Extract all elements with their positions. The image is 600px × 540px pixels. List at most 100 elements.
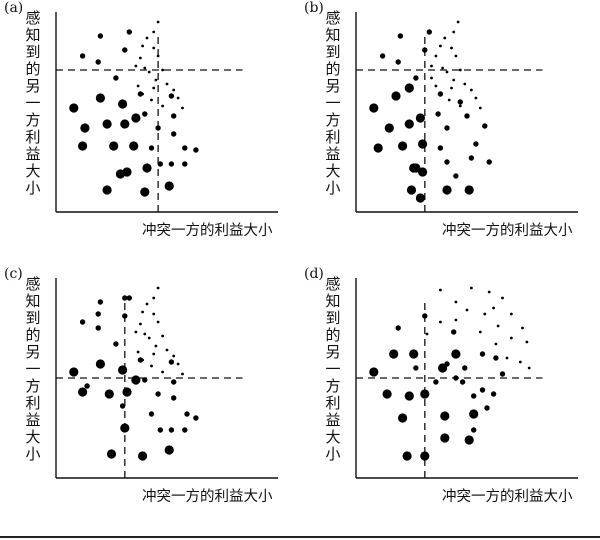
y-axis-label: 感知到的另一方利益大小 — [25, 9, 41, 197]
large-dot — [369, 367, 379, 377]
small-dot — [165, 82, 169, 86]
large-dot — [382, 389, 392, 399]
medium-dot — [453, 173, 459, 179]
small-dot — [181, 106, 184, 110]
large-dot — [109, 141, 119, 151]
small-dot — [496, 324, 500, 328]
large-dot — [451, 349, 461, 359]
medium-dot — [479, 387, 486, 393]
small-dot — [156, 286, 160, 290]
small-dot — [441, 66, 444, 70]
medium-dot — [433, 379, 439, 385]
small-dot — [430, 76, 433, 80]
large-dot — [140, 187, 150, 197]
small-dot — [154, 344, 158, 348]
medium-dot — [137, 91, 144, 97]
medium-dot — [137, 357, 144, 363]
medium-dot — [422, 47, 428, 53]
large-dot — [80, 123, 90, 133]
large-dot — [115, 169, 125, 179]
small-dot — [152, 296, 156, 300]
large-dot — [409, 349, 419, 359]
small-dot — [150, 98, 153, 102]
small-dot — [141, 310, 145, 314]
medium-dot — [468, 155, 475, 161]
medium-dot — [499, 371, 506, 377]
small-dot — [447, 98, 451, 102]
medium-dot — [426, 29, 432, 35]
medium-dot — [168, 427, 175, 433]
x-axis-label: 冲突一方的利益大小 — [442, 223, 573, 239]
medium-dot — [95, 325, 101, 331]
small-dot — [152, 86, 156, 90]
large-dot — [440, 433, 450, 443]
small-dot — [139, 322, 142, 326]
medium-dot — [395, 59, 401, 65]
small-dot — [161, 370, 165, 374]
large-dot — [409, 163, 419, 173]
large-dot — [95, 93, 105, 103]
large-dot — [391, 91, 401, 101]
large-dot — [469, 409, 479, 419]
medium-dot — [486, 159, 492, 165]
medium-dot — [122, 313, 128, 319]
medium-dot — [155, 391, 161, 397]
medium-dot — [122, 47, 128, 53]
small-dot — [156, 20, 160, 24]
medium-dot — [493, 355, 499, 361]
medium-dot — [168, 161, 175, 167]
medium-dot — [193, 147, 199, 153]
medium-dot — [84, 383, 90, 389]
small-dot — [452, 78, 456, 82]
small-dot — [483, 312, 487, 316]
small-dot — [150, 364, 153, 368]
medium-dot — [437, 91, 444, 97]
medium-dot — [171, 131, 177, 137]
large-dot — [464, 435, 474, 445]
small-dot — [161, 68, 165, 72]
medium-dot — [155, 125, 161, 131]
small-dot — [454, 54, 458, 58]
medium-dot — [182, 427, 188, 433]
medium-dot — [435, 111, 441, 117]
large-dot — [418, 139, 428, 149]
medium-dot — [444, 159, 450, 165]
bottom-rule — [0, 536, 600, 538]
small-dot — [136, 350, 140, 354]
large-dot — [122, 387, 132, 397]
medium-dot — [182, 161, 188, 167]
x-axis-label: 冲突一方的利益大小 — [142, 223, 273, 239]
small-dot — [458, 68, 462, 72]
small-dot — [505, 356, 509, 360]
medium-dot — [168, 359, 175, 365]
scatter-plot — [55, 12, 278, 213]
medium-dot — [79, 319, 86, 325]
scatter-plot — [355, 278, 578, 479]
large-dot — [118, 365, 128, 375]
medium-dot — [473, 141, 479, 147]
large-dot — [404, 83, 414, 93]
small-dot — [454, 318, 458, 322]
medium-dot — [459, 379, 466, 385]
medium-dot — [126, 29, 132, 35]
large-dot — [415, 193, 425, 203]
small-dot — [141, 44, 145, 48]
large-dot — [120, 119, 130, 129]
small-dot — [172, 88, 176, 92]
large-dot — [69, 103, 79, 113]
scatter-plot — [355, 12, 578, 213]
large-dot — [402, 451, 412, 461]
medium-dot — [148, 145, 155, 151]
large-dot — [104, 389, 114, 399]
medium-dot — [119, 403, 126, 409]
small-dot — [176, 96, 180, 100]
medium-dot — [97, 33, 104, 39]
panel-b: (b) 感知到的另一方利益大小 冲突一方的利益大小 — [300, 0, 600, 262]
medium-dot — [142, 377, 148, 383]
small-dot — [152, 312, 156, 316]
small-dot — [425, 332, 429, 336]
small-dot — [134, 330, 138, 334]
small-dot — [136, 84, 140, 88]
panel-c: (c) 感知到的另一方利益大小 冲突一方的利益大小 — [0, 266, 300, 528]
